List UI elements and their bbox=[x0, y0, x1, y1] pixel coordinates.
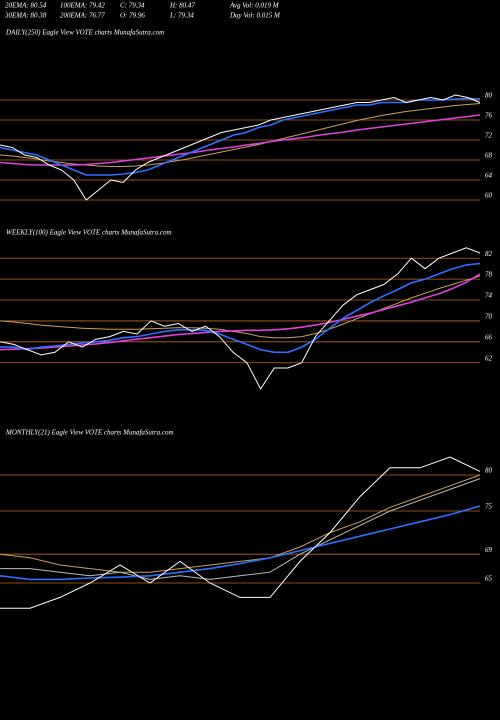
y-tick-label: 62 bbox=[485, 354, 493, 362]
stat: C: 79.34 bbox=[120, 2, 145, 10]
y-tick-label: 76 bbox=[485, 112, 493, 120]
y-tick-label: 68 bbox=[485, 152, 493, 160]
panel-title: DAILY(250) Eagle View VOTE charts Munafa… bbox=[5, 29, 164, 37]
series-line bbox=[0, 275, 481, 339]
series-line bbox=[0, 103, 481, 167]
y-tick-label: 70 bbox=[485, 313, 493, 321]
panel-title: MONTHLY(21) Eagle View VOTE charts Munaf… bbox=[5, 429, 174, 437]
series-line bbox=[0, 247, 481, 390]
series-line bbox=[0, 478, 481, 580]
y-tick-label: 60 bbox=[485, 192, 493, 200]
y-tick-label: 64 bbox=[485, 172, 493, 180]
stat: L: 79.34 bbox=[169, 12, 194, 20]
panel-title: WEEKLY(100) Eagle View VOTE charts Munaf… bbox=[6, 229, 172, 237]
y-tick-label: 75 bbox=[485, 503, 493, 511]
y-tick-label: 69 bbox=[485, 546, 493, 554]
y-tick-label: 80 bbox=[485, 467, 493, 475]
series-line bbox=[0, 94, 481, 201]
y-tick-label: 74 bbox=[485, 292, 493, 300]
y-tick-label: 65 bbox=[485, 575, 493, 583]
stat: Day Vol: 0.015 M bbox=[229, 12, 281, 20]
stat: 20EMA: 80.54 bbox=[5, 2, 47, 10]
series-line bbox=[0, 273, 481, 351]
y-tick-label: 66 bbox=[485, 333, 493, 341]
series-line bbox=[0, 97, 481, 176]
series-line bbox=[0, 114, 481, 166]
stat: 30EMA: 80.38 bbox=[4, 12, 47, 20]
stat: 200EMA: 76.77 bbox=[60, 12, 105, 20]
y-tick-label: 82 bbox=[485, 250, 493, 258]
series-line bbox=[0, 474, 481, 573]
stat: 100EMA: 79.42 bbox=[60, 2, 105, 10]
y-tick-label: 80 bbox=[485, 92, 493, 100]
stat: Avg Vol: 0.019 M bbox=[229, 2, 280, 10]
series-line bbox=[0, 456, 481, 609]
stat: O: 79.96 bbox=[120, 12, 145, 20]
series-line bbox=[0, 262, 481, 354]
stat: H: 80.47 bbox=[169, 2, 195, 10]
y-tick-label: 78 bbox=[485, 271, 493, 279]
series-line bbox=[0, 505, 481, 581]
y-tick-label: 72 bbox=[485, 132, 493, 140]
